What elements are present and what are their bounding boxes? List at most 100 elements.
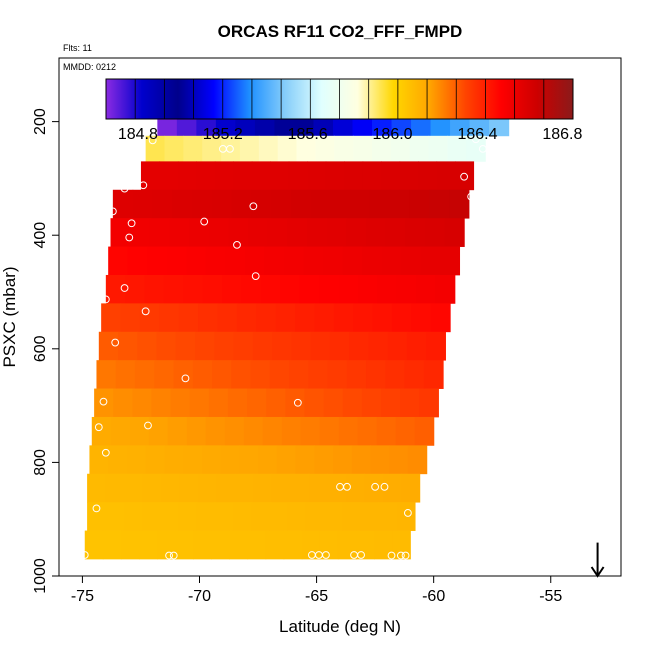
heatmap-cell (315, 135, 335, 162)
heatmap-cell (234, 473, 254, 503)
heatmap-cell (400, 246, 421, 276)
heatmap-cell (272, 331, 292, 361)
sample-point (322, 551, 330, 559)
heatmap-cell (221, 135, 241, 162)
heatmap-cell (264, 246, 285, 276)
heatmap-cell (232, 502, 252, 531)
heatmap-cell (356, 530, 375, 560)
heatmap-cell (435, 274, 456, 304)
sample-point (467, 192, 476, 201)
heatmap-cell (108, 246, 129, 276)
heatmap-cell (342, 502, 361, 531)
colorbar-tick-label: 186.4 (457, 126, 497, 143)
heatmap-cell (404, 360, 425, 389)
heatmap-cell (253, 473, 273, 503)
heatmap-cell (178, 303, 199, 333)
heatmap-cell (231, 360, 252, 389)
heatmap-cell (411, 303, 432, 333)
heatmap-cell (330, 189, 351, 219)
heatmap-cell (137, 331, 158, 361)
heatmap-cell (385, 218, 406, 247)
heatmap-cell (105, 473, 125, 503)
heatmap-cell (271, 473, 291, 503)
heatmap-cell (389, 445, 409, 475)
heatmap-cell (308, 473, 328, 503)
sample-point (396, 551, 405, 560)
heatmap-cell (389, 189, 411, 219)
heatmap-cell (101, 303, 122, 333)
heatmap-cell (466, 135, 486, 162)
heatmap-cell (233, 161, 253, 191)
heatmap-cell (385, 360, 406, 389)
heatmap-cell (387, 331, 408, 361)
heatmap-cell (326, 218, 347, 247)
heatmap-cell (357, 274, 378, 304)
heatmap-cell (378, 502, 398, 531)
heatmap-cell (353, 135, 373, 162)
heatmap-cell (251, 189, 272, 219)
heatmap-cell (96, 360, 117, 389)
heatmap-cell (436, 161, 456, 191)
sample-point (387, 551, 396, 560)
heatmap-cell (140, 161, 161, 191)
heatmap-cell (291, 331, 312, 361)
heatmap-cell (170, 388, 191, 418)
heatmap-cell (368, 331, 389, 361)
x-tick-label: -70 (188, 588, 211, 605)
heatmap-cell (189, 388, 210, 418)
heatmap-cell (250, 360, 271, 389)
sample-point (144, 421, 152, 430)
heatmap-cell (396, 274, 417, 304)
heatmap-cell (439, 246, 461, 276)
sample-point (200, 217, 209, 226)
sample-point (249, 202, 258, 211)
heatmap-cell (192, 360, 213, 389)
sample-point (474, 188, 483, 197)
heatmap-cell (428, 135, 449, 162)
heatmap-cell (102, 530, 122, 560)
heatmap-cell (175, 331, 196, 361)
heatmap-cell (406, 331, 427, 361)
sample-point (401, 551, 410, 560)
heatmap-cell (127, 246, 148, 276)
arrow-head (590, 566, 605, 578)
heatmap-cell (214, 502, 234, 531)
heatmap-cell (211, 189, 233, 219)
heatmap-cell (251, 161, 271, 191)
heatmap-cell (134, 360, 155, 389)
heatmap-cell (247, 530, 267, 560)
heatmap-cell (191, 189, 213, 219)
heatmap-cell (275, 303, 296, 333)
heatmap-cell (381, 161, 401, 191)
heatmap-cell (303, 246, 324, 276)
heatmap-cell (229, 530, 249, 560)
heatmap-cell (87, 473, 107, 503)
heatmap-cell (183, 274, 204, 304)
sample-point (94, 423, 103, 432)
heatmap-cell (447, 135, 467, 162)
heatmap-cell (323, 502, 343, 531)
colorbar-tick-label: 186.8 (542, 126, 582, 143)
sample-point (169, 551, 178, 560)
sample-point (139, 181, 148, 190)
heatmap-cell (296, 135, 317, 162)
heatmap-cell (115, 360, 136, 389)
heatmap-cell (222, 274, 243, 304)
heatmap-cell (308, 360, 329, 389)
heatmap-cell (123, 502, 143, 531)
heatmap-cell (173, 360, 194, 389)
heatmap-cell (401, 473, 421, 503)
heatmap-cell (183, 135, 203, 162)
heatmap-cell (247, 388, 267, 418)
heatmap-cell (211, 530, 231, 560)
heatmap-cell (396, 502, 416, 531)
heatmap-cell (120, 303, 141, 333)
heatmap-cell (84, 530, 104, 560)
heatmap-cell (382, 473, 402, 503)
y-axis-label: PSXC (mbar) (0, 266, 19, 367)
heatmap-cell (426, 331, 446, 361)
heatmap-cell (314, 445, 334, 475)
heatmap-cell (342, 246, 363, 276)
heatmap-cell (395, 416, 416, 446)
heatmap-cell (304, 388, 325, 418)
